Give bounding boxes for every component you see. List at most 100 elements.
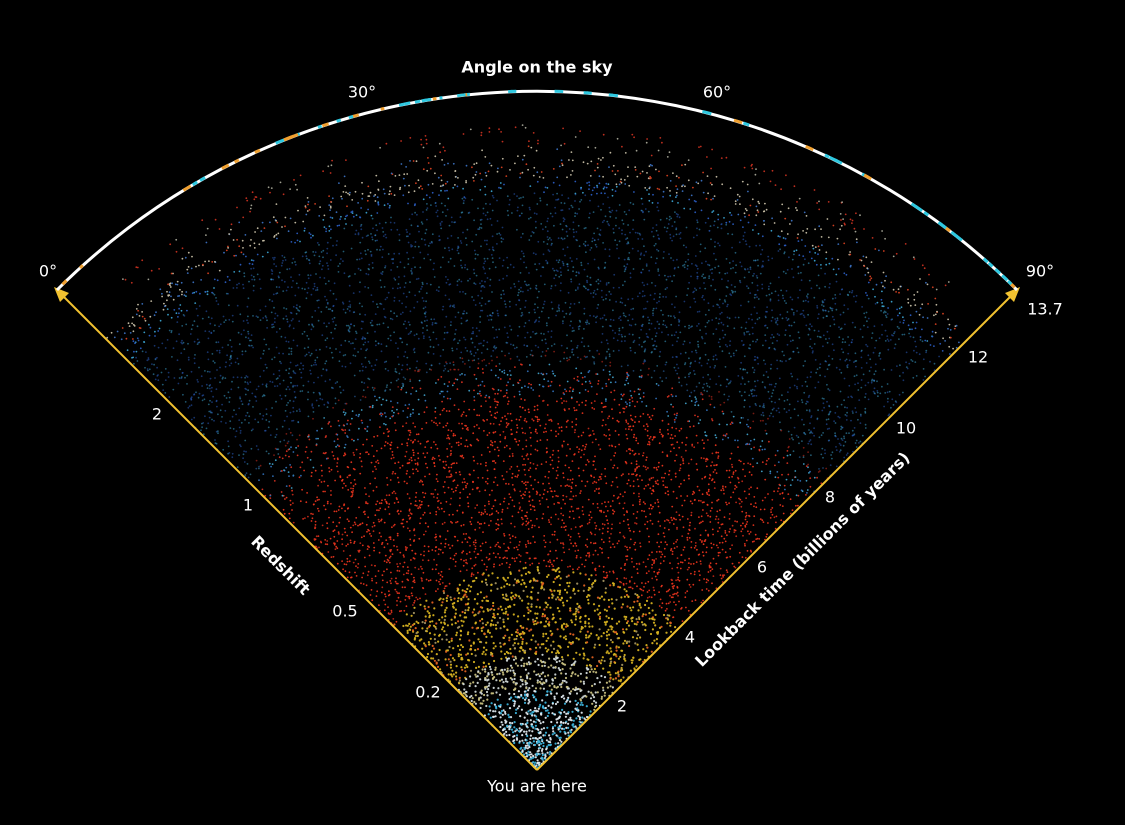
galaxy-dot [198,264,200,267]
galaxy-dot [854,230,857,233]
galaxy-dot [386,442,389,445]
galaxy-dot [589,175,592,177]
galaxy-dot [598,597,602,600]
galaxy-dot [173,309,176,311]
galaxy-dot [481,359,484,362]
galaxy-dot [387,559,390,562]
galaxy-dot [454,333,456,335]
galaxy-dot [721,438,724,441]
galaxy-dot [476,348,479,351]
galaxy-dot [670,516,673,519]
galaxy-dot [486,513,488,515]
galaxy-dot [299,500,302,503]
galaxy-dot [797,436,800,439]
galaxy-dot [494,545,497,548]
galaxy-dot [576,212,579,215]
galaxy-dot [214,377,216,379]
galaxy-dot [781,294,784,297]
galaxy-dot [266,319,268,322]
galaxy-dot [729,187,732,190]
galaxy-dot [872,351,875,354]
galaxy-dot [193,340,196,343]
galaxy-dot [461,413,464,416]
galaxy-dot [949,329,952,331]
galaxy-dot [508,493,511,495]
galaxy-dot [301,287,304,290]
galaxy-dot [662,320,665,322]
galaxy-dot [309,369,312,372]
galaxy-dot [813,427,815,430]
galaxy-dot [350,461,353,464]
galaxy-dot [839,228,841,231]
galaxy-dot [802,364,805,367]
galaxy-dot [427,183,430,186]
galaxy-dot [596,288,599,291]
galaxy-dot [695,265,698,268]
galaxy-dot [519,416,522,418]
galaxy-dot [564,676,568,680]
galaxy-dot [328,470,331,473]
galaxy-dot [545,739,549,742]
galaxy-dot [754,380,756,383]
galaxy-dot [451,657,455,660]
galaxy-dot [548,250,551,253]
galaxy-dot [246,381,249,384]
galaxy-dot [756,487,759,490]
galaxy-dot [466,268,469,271]
galaxy-dot [481,618,484,621]
galaxy-dot [600,674,603,678]
galaxy-dot [566,357,568,360]
galaxy-dot [906,367,909,370]
galaxy-dot [639,397,642,400]
galaxy-dot [305,281,308,284]
galaxy-dot [310,293,313,296]
galaxy-dot [928,273,930,276]
galaxy-dot [684,185,686,188]
galaxy-dot [672,406,674,408]
galaxy-dot [416,634,419,638]
galaxy-dot [360,207,362,209]
galaxy-dot [506,424,509,426]
galaxy-dot [424,522,427,525]
galaxy-dot [480,405,483,408]
galaxy-dot [677,576,680,579]
galaxy-dot [445,424,447,427]
galaxy-dot [492,349,495,352]
galaxy-dot [238,407,241,410]
galaxy-dot [378,551,381,554]
galaxy-dot [517,155,519,158]
galaxy-dot [425,578,428,581]
galaxy-dot [658,591,660,593]
galaxy-dot [354,233,357,236]
galaxy-dot [713,224,715,227]
galaxy-dot [296,410,298,412]
galaxy-dot [397,283,400,285]
galaxy-dot [567,269,570,272]
galaxy-dot [586,319,588,322]
galaxy-dot [499,434,502,436]
galaxy-dot [306,291,309,294]
galaxy-dot [704,276,707,279]
galaxy-dot [922,368,925,370]
galaxy-dot [536,420,539,423]
galaxy-dot [679,237,682,240]
galaxy-dot [522,664,526,668]
galaxy-dot [826,218,829,220]
galaxy-dot [495,627,498,630]
galaxy-dot [844,213,847,216]
galaxy-dot [139,327,142,329]
galaxy-dot [639,258,641,260]
galaxy-dot [731,246,733,249]
galaxy-dot [435,513,438,516]
galaxy-dot [600,695,604,699]
galaxy-dot [596,184,598,187]
galaxy-dot [762,521,765,523]
galaxy-dot [293,179,295,181]
galaxy-dot [709,510,712,512]
galaxy-dot [717,451,720,454]
galaxy-dot [611,626,614,629]
galaxy-dot [302,368,305,370]
galaxy-dot [416,360,418,363]
galaxy-dot [422,327,424,329]
galaxy-dot [257,385,260,388]
